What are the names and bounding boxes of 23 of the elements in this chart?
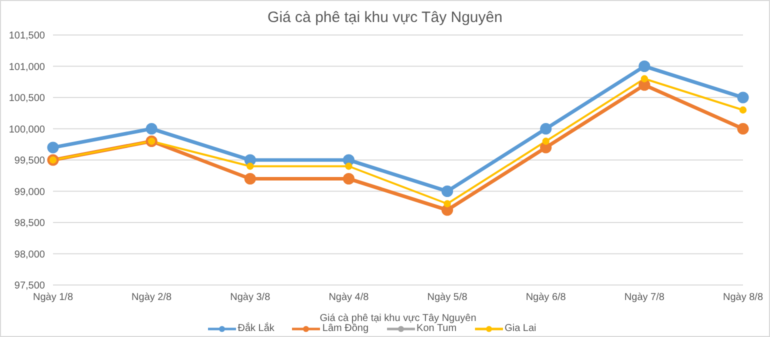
- legend-label: Kon Tum: [416, 323, 457, 334]
- x-tick-label: Ngày 4/8: [328, 292, 370, 304]
- y-tick-label: 100,500: [8, 93, 46, 104]
- y-tick-label: 100,000: [8, 124, 46, 136]
- y-tick-label: 101,500: [8, 30, 46, 42]
- y-tick-label: 101,000: [8, 62, 46, 73]
- y-tick-label: 97,500: [14, 280, 46, 292]
- y-tick-label: 99,500: [14, 156, 46, 167]
- legend-label: Gia Lai: [504, 323, 536, 334]
- chart-title: Giá cà phê tại khu vực Tây Nguyên: [266, 9, 504, 26]
- x-tick-label: Ngày 1/8: [32, 292, 74, 304]
- x-tick-label: Ngày 7/8: [624, 292, 665, 304]
- x-tick-label: Ngày 8/8: [722, 292, 764, 304]
- x-tick-label: Ngày 2/8: [132, 292, 172, 304]
- y-tick-label: 98,000: [14, 249, 46, 260]
- y-tick-label: 99,000: [14, 186, 46, 198]
- x-tick-label: Ngày 6/8: [526, 292, 566, 304]
- x-axis-title: Giá cà phê tại khu vực Tây Nguyên: [320, 313, 476, 324]
- legend-label: Đắk Lắk: [238, 323, 274, 334]
- legend-label: Lâm Đồng: [322, 323, 369, 334]
- y-tick-label: 98,500: [14, 218, 46, 230]
- x-tick-label: Ngày 3/8: [230, 292, 271, 304]
- x-tick-label: Ngày 5/8: [427, 292, 468, 304]
